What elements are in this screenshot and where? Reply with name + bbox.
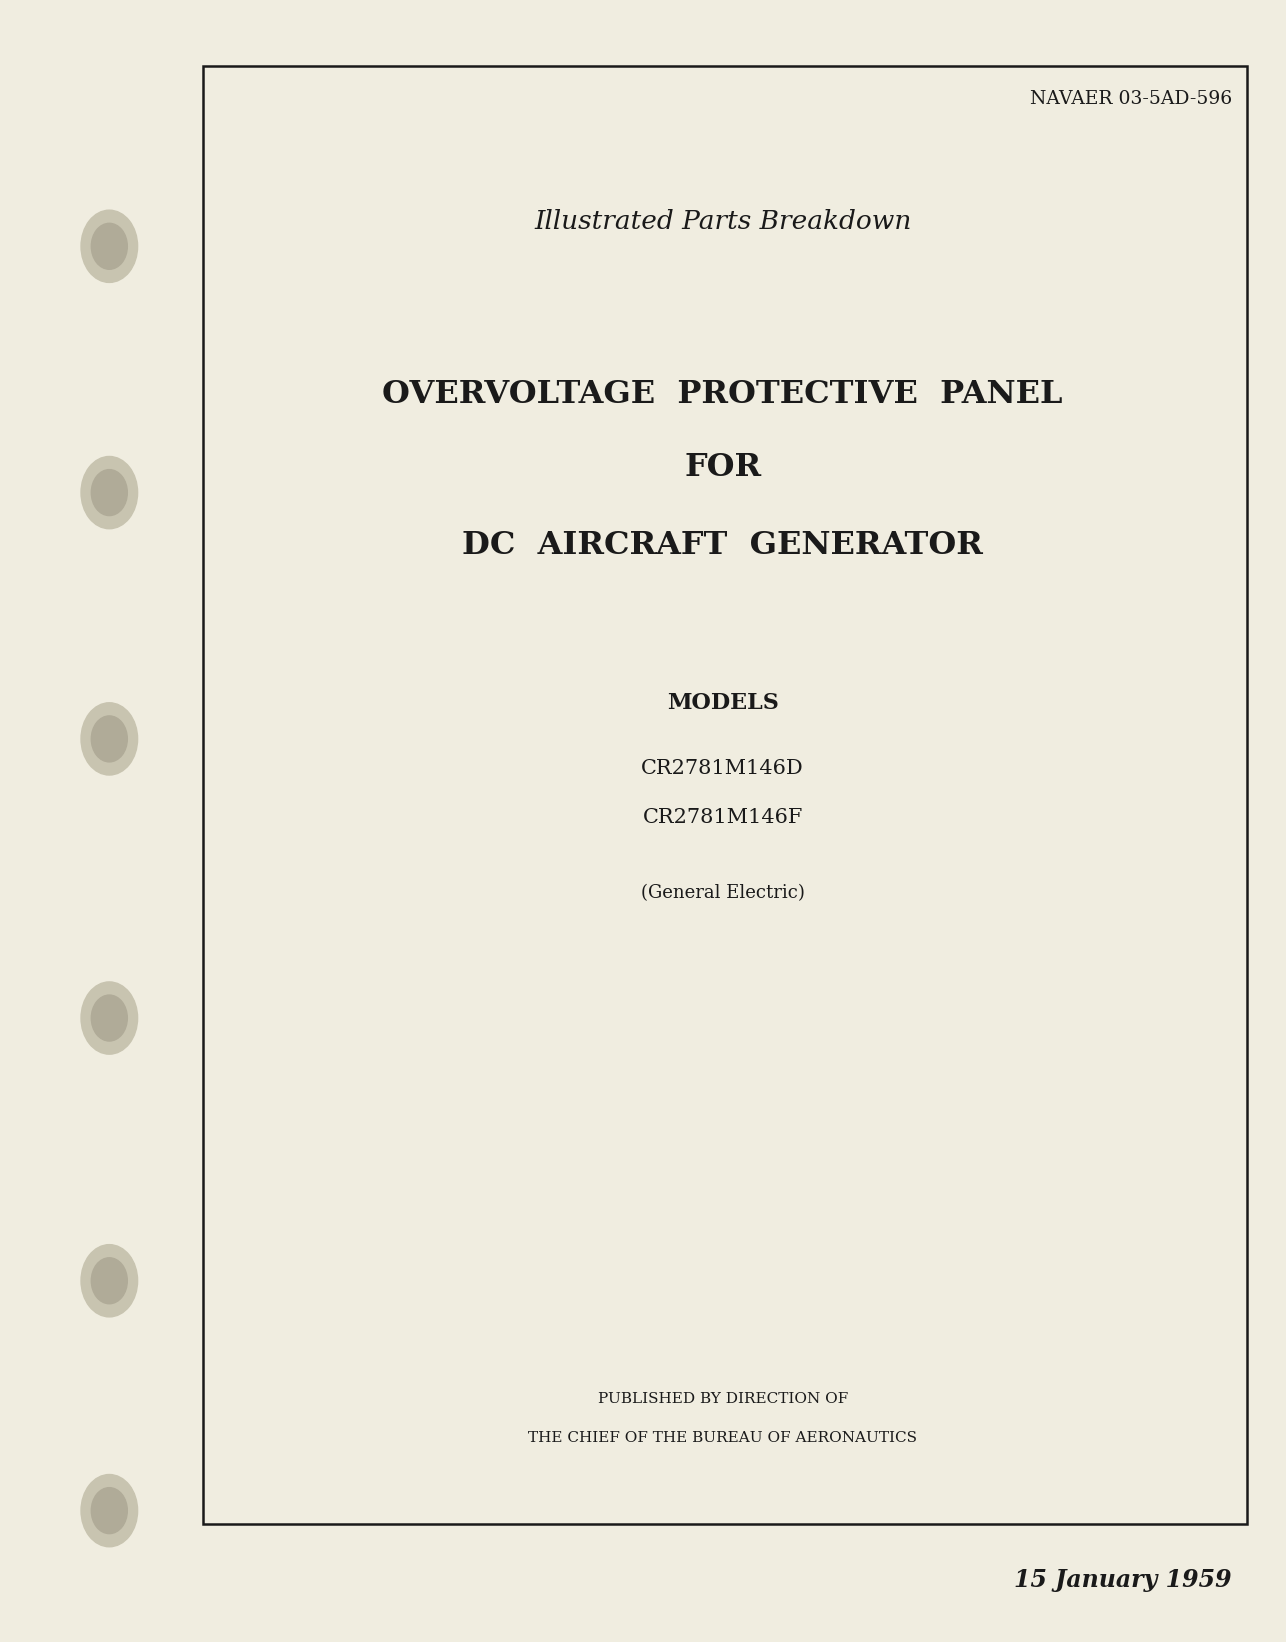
Text: CR2781M146D: CR2781M146D — [642, 759, 804, 778]
Text: THE CHIEF OF THE BUREAU OF AERONAUTICS: THE CHIEF OF THE BUREAU OF AERONAUTICS — [529, 1432, 917, 1445]
Text: OVERVOLTAGE  PROTECTIVE  PANEL: OVERVOLTAGE PROTECTIVE PANEL — [382, 379, 1064, 409]
Text: DC  AIRCRAFT  GENERATOR: DC AIRCRAFT GENERATOR — [462, 530, 984, 560]
Circle shape — [81, 982, 138, 1054]
Circle shape — [91, 1258, 127, 1304]
Circle shape — [91, 470, 127, 516]
Text: FOR: FOR — [684, 453, 761, 483]
Circle shape — [81, 1245, 138, 1317]
Circle shape — [81, 1475, 138, 1547]
Circle shape — [81, 210, 138, 282]
Circle shape — [81, 703, 138, 775]
Circle shape — [91, 995, 127, 1041]
Circle shape — [91, 1488, 127, 1534]
Text: Illustrated Parts Breakdown: Illustrated Parts Breakdown — [534, 209, 912, 235]
Circle shape — [91, 223, 127, 269]
Text: 15 January 1959: 15 January 1959 — [1015, 1568, 1232, 1591]
Text: CR2781M146F: CR2781M146F — [643, 808, 802, 828]
Text: PUBLISHED BY DIRECTION OF: PUBLISHED BY DIRECTION OF — [598, 1392, 847, 1406]
Text: (General Electric): (General Electric) — [640, 885, 805, 901]
Text: MODELS: MODELS — [667, 691, 778, 714]
Bar — [174, 41, 1273, 1552]
Circle shape — [81, 456, 138, 529]
Text: NAVAER 03-5AD-596: NAVAER 03-5AD-596 — [1030, 90, 1232, 107]
Bar — [203, 66, 1247, 1524]
Circle shape — [91, 716, 127, 762]
